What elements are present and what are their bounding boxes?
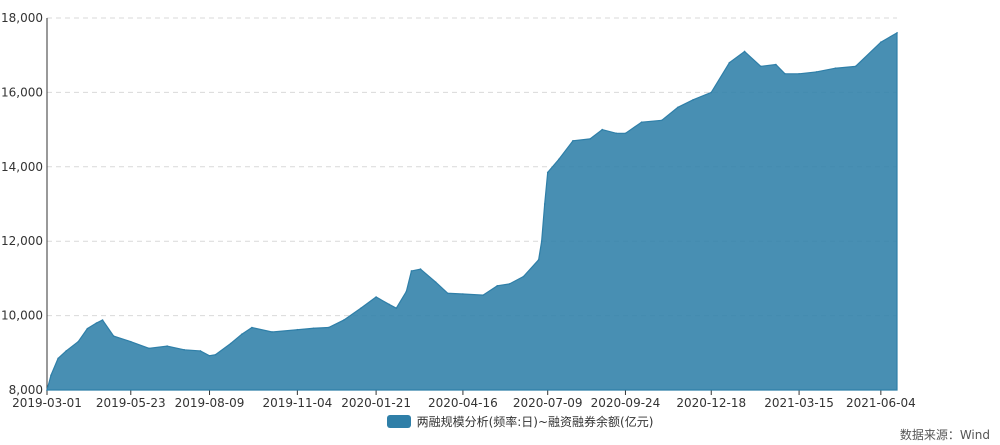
data-point bbox=[360, 307, 362, 309]
data-point bbox=[660, 119, 663, 122]
data-point bbox=[199, 350, 202, 352]
data-point bbox=[410, 270, 413, 272]
data-point bbox=[615, 132, 618, 135]
data-point bbox=[77, 340, 80, 343]
data-point bbox=[640, 121, 643, 123]
x-tick-label: 2021-03-15 bbox=[764, 396, 834, 410]
data-point bbox=[546, 171, 549, 174]
x-tick-label: 2020-04-16 bbox=[428, 396, 498, 410]
data-point bbox=[129, 340, 132, 343]
data-point bbox=[342, 319, 345, 321]
data-point bbox=[710, 91, 713, 94]
x-tick-label: 2019-03-01 bbox=[12, 396, 82, 410]
data-point bbox=[419, 268, 422, 270]
data-point bbox=[854, 65, 857, 68]
data-point bbox=[50, 374, 52, 376]
data-point bbox=[798, 73, 800, 75]
legend-label: 两融规模分析(频率:日)~融资融券余额(亿元) bbox=[416, 414, 654, 429]
x-tick-label: 2020-07-09 bbox=[513, 396, 583, 410]
data-point bbox=[896, 32, 898, 34]
data-point bbox=[405, 290, 408, 293]
x-tick-label: 2019-05-23 bbox=[96, 396, 166, 410]
data-point bbox=[743, 50, 746, 53]
data-point bbox=[728, 61, 731, 64]
data-point bbox=[508, 283, 511, 285]
x-tick-label: 2021-06-04 bbox=[846, 396, 916, 410]
legend[interactable]: 两融规模分析(频率:日)~融资融券余额(亿元) bbox=[0, 410, 1000, 432]
data-point bbox=[312, 327, 315, 330]
data-point bbox=[601, 128, 604, 131]
data-point bbox=[251, 326, 253, 329]
data-point bbox=[589, 138, 591, 140]
y-tick-label: 18,000 bbox=[1, 11, 43, 25]
data-point bbox=[558, 158, 560, 161]
data-point bbox=[834, 67, 837, 70]
x-tick-label: 2020-01-21 bbox=[341, 396, 411, 410]
data-point bbox=[759, 65, 762, 68]
area-chart: 8,000 10,000 12,000 14,000 16,000 18,000 2019-… bbox=[1, 11, 916, 410]
y-tick-label: 8,000 bbox=[9, 383, 43, 397]
data-point bbox=[677, 106, 679, 109]
data-point bbox=[395, 307, 398, 309]
data-point bbox=[166, 345, 168, 347]
data-point bbox=[214, 353, 217, 356]
data-point bbox=[624, 132, 627, 135]
data-point bbox=[327, 326, 330, 329]
data-point bbox=[496, 285, 499, 287]
y-tick-label: 16,000 bbox=[1, 85, 43, 99]
data-point bbox=[388, 303, 391, 306]
data-point bbox=[271, 331, 273, 333]
y-tick-label: 12,000 bbox=[1, 234, 43, 248]
y-tick-label: 14,000 bbox=[1, 160, 43, 174]
data-point bbox=[208, 354, 211, 357]
data-point bbox=[46, 389, 48, 391]
data-point bbox=[784, 73, 786, 75]
data-point bbox=[540, 240, 543, 242]
data-point bbox=[65, 350, 67, 352]
data-point bbox=[462, 293, 464, 295]
data-point bbox=[692, 99, 694, 101]
data-point bbox=[112, 335, 115, 337]
data-point bbox=[86, 327, 89, 330]
data-point bbox=[880, 41, 882, 43]
data-point bbox=[148, 347, 150, 350]
data-point bbox=[446, 292, 449, 295]
data-point bbox=[775, 63, 777, 66]
data-point bbox=[543, 203, 546, 205]
data-point bbox=[57, 357, 59, 360]
legend-swatch bbox=[386, 414, 411, 428]
source-note: 数据来源：Wind bbox=[899, 428, 990, 442]
legend-item[interactable]: 两融规模分析(频率:日)~融资融券余额(亿元) bbox=[386, 413, 654, 430]
data-point bbox=[241, 333, 243, 336]
x-tick-label: 2019-08-09 bbox=[175, 396, 245, 410]
data-point bbox=[183, 349, 186, 351]
x-tick-label: 2020-12-18 bbox=[676, 396, 746, 410]
y-tick-label: 10,000 bbox=[1, 309, 43, 323]
data-point bbox=[229, 342, 232, 345]
data-point bbox=[434, 281, 437, 283]
data-point bbox=[95, 322, 98, 324]
x-tick-label: 2019-11-04 bbox=[262, 396, 332, 410]
data-point bbox=[482, 294, 484, 296]
data-point bbox=[537, 259, 540, 261]
data-point bbox=[572, 139, 574, 142]
data-point bbox=[815, 71, 818, 73]
data-point bbox=[296, 328, 299, 331]
data-point bbox=[375, 296, 377, 298]
data-point bbox=[101, 319, 104, 321]
series-area bbox=[46, 31, 898, 391]
data-point bbox=[522, 275, 525, 278]
x-tick-label: 2020-09-24 bbox=[591, 396, 661, 410]
